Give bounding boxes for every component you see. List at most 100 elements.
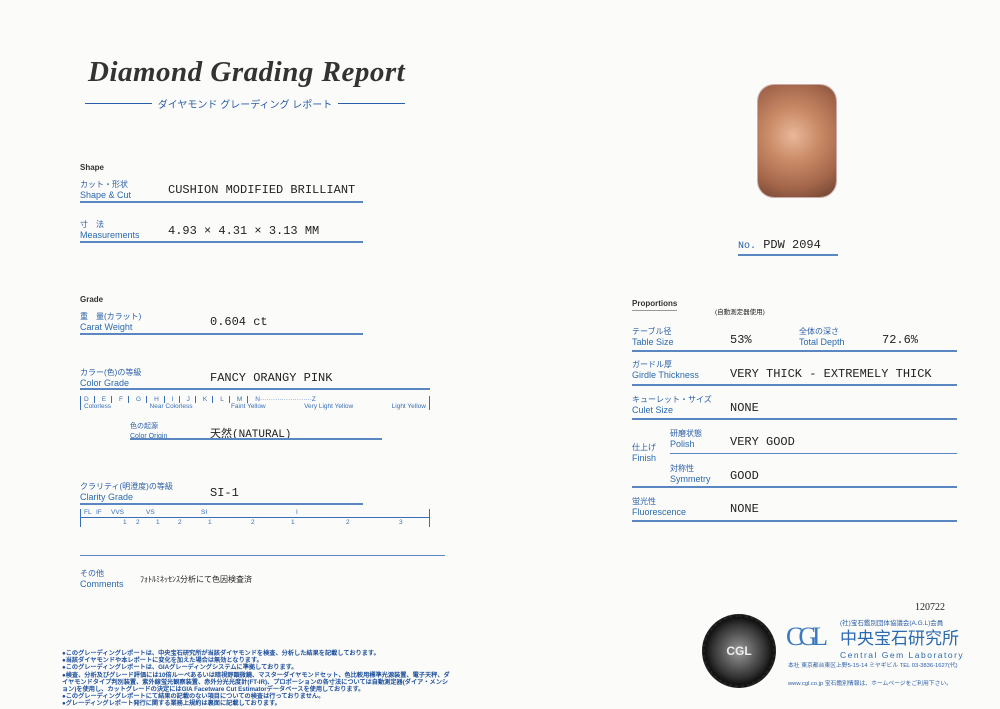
clarity-scale-subgrade: 2 [251, 519, 255, 526]
lab-member: (社)宝石鑑別団体協議会(A.G.L)会員 [840, 620, 944, 627]
table-size-value: 53% [730, 333, 752, 347]
fluorescence-label: 蛍光性 Fluorescence [632, 497, 686, 517]
total-depth-value: 72.6% [882, 333, 919, 347]
girdle-label: ガードル厚 Girdle Thickness [632, 360, 699, 380]
label-en: Symmetry [670, 474, 711, 484]
label-en: Color Origin [130, 433, 168, 440]
label-en: Table Size [632, 337, 674, 347]
color-scale-grade: E [102, 396, 113, 403]
proportions-note: (自動測定器使用) [715, 309, 765, 316]
color-scale-grade: L [220, 396, 230, 403]
clarity-scale-subgrade: 3 [399, 519, 403, 526]
footer-note: ●グレーディングレポート発行に関する業務上規約は裏面に記載しております。 [62, 700, 281, 708]
report-no-label: No. [738, 241, 757, 252]
divider [670, 453, 957, 454]
clarity-scale-subgrade: 1 [123, 519, 127, 526]
label-en: Clarity Grade [80, 492, 134, 502]
label-jp: カット・形状 [80, 180, 128, 189]
table-size-label: テーブル径 Table Size [632, 327, 674, 347]
label-jp: カラー(色)の等級 [80, 368, 142, 377]
label-jp: ガードル厚 [632, 360, 672, 369]
shape-section-label: Shape [80, 163, 105, 172]
carat-value: 0.604 ct [210, 315, 268, 329]
clarity-scale-subgrade: 1 [156, 519, 160, 526]
color-scale-grade: N························Z [255, 396, 316, 403]
color-scale-group: Colorless [84, 403, 112, 410]
color-scale-grade: F [119, 396, 130, 403]
divider [80, 388, 430, 390]
color-scale-grade: J [187, 396, 196, 403]
color-scale-group: Near Colorless [149, 403, 193, 410]
cgl-logo: CGL [786, 622, 828, 651]
color-scale-grade: H [154, 396, 165, 403]
label-en: Finish [632, 453, 657, 463]
proportions-section-label: Proportions [632, 299, 678, 311]
divider [80, 201, 363, 203]
label-jp: 色の起源 [130, 423, 158, 430]
seal-logo: CGL [726, 644, 752, 658]
label-en: Total Depth [799, 337, 845, 347]
polish-label: 研磨状態 Polish [670, 429, 702, 449]
color-scale-grade: I [172, 396, 180, 403]
label-en: Girdle Thickness [632, 370, 699, 380]
clarity-value: SI-1 [210, 486, 239, 500]
label-jp: 重 量(カラット) [80, 312, 142, 321]
label-en: Comments [80, 579, 124, 589]
clarity-scale-grade: IF [96, 509, 102, 516]
footer-note: ●当該ダイヤモンドや本レポートに変化を加えた場合は無効となります。 [62, 657, 263, 665]
label-jp: キューレット・サイズ [632, 395, 712, 404]
footer-note: ●このグレーディングレポートは、GIAグレーディングシステムに準拠しております。 [62, 664, 298, 672]
label-en: Fluorescence [632, 507, 687, 517]
finish-label: 仕上げ Finish [632, 443, 656, 463]
lab-address: 本社 東京都台東区上野5-15-14 ミヤギビル TEL 03-3836-162… [788, 663, 958, 669]
divider [80, 503, 363, 505]
label-jp: テーブル径 [632, 327, 672, 336]
clarity-scale-subgrade: 2 [346, 519, 350, 526]
label-en: Shape & Cut [80, 190, 132, 200]
label-jp: その他 [80, 569, 104, 578]
label-jp: クラリティ(明澄度)の等級 [80, 482, 173, 491]
color-scale-grade: D [84, 396, 95, 403]
symmetry-value: GOOD [730, 469, 759, 483]
measurements-label: 寸 法 Measurements [80, 220, 140, 240]
clarity-scale-grade: VS [146, 509, 155, 516]
divider [130, 438, 382, 440]
report-subtitle: ダイヤモンド グレーディング レポート [85, 96, 405, 111]
total-depth-label: 全体の深さ Total Depth [799, 327, 845, 347]
culet-value: NONE [730, 401, 759, 415]
clarity-scale-grade: I [296, 509, 298, 516]
divider [632, 384, 957, 386]
divider [632, 486, 957, 488]
report-code: 120722 [915, 602, 945, 613]
girdle-value: VERY THICK - EXTREMELY THICK [730, 367, 932, 381]
color-grade-label: カラー(色)の等級 Color Grade [80, 368, 141, 388]
clarity-scale-grade: SI [201, 509, 208, 516]
clarity-label: クラリティ(明澄度)の等級 Clarity Grade [80, 482, 173, 502]
clarity-scale-grade: VVS [111, 509, 125, 516]
label-jp: 対称性 [670, 464, 694, 473]
label-jp: 研磨状態 [670, 429, 702, 438]
clarity-scale-subgrade: 1 [208, 519, 212, 526]
label-en: Color Grade [80, 378, 130, 388]
color-scale-group: Very Light Yellow [304, 403, 354, 410]
label-en: Measurements [80, 230, 140, 240]
divider [80, 241, 363, 243]
color-scale: D E F G H I J K L M N························Z Col… [80, 396, 430, 410]
clarity-scale-subgrade: 2 [136, 519, 140, 526]
lab-name-jp: 中央宝石研究所 [840, 629, 959, 648]
footer-note: ●検査、分析及びグレード評価には10倍ルーペあるいは暗視野顕微鏡、マスターダイヤ… [62, 671, 450, 694]
label-en: Carat Weight [80, 322, 133, 332]
label-jp: 蛍光性 [632, 497, 656, 506]
symmetry-label: 対称性 Symmetry [670, 464, 711, 484]
culet-label: キューレット・サイズ Culet Size [632, 395, 712, 415]
label-jp: 仕上げ [632, 443, 656, 452]
lab-web: www.cgl.co.jp 宝石鑑別情報は、ホームページをご利用下さい。 [788, 681, 952, 687]
label-jp: 寸 法 [80, 220, 104, 229]
footer-note: ●このグレーディングレポートは、中央宝石研究所が当該ダイヤモンドを検査、分析した… [62, 650, 380, 657]
divider [632, 418, 957, 420]
footer-note: ●このグレーディングレポートにて結果の記載のない項目についての検査は行っておりま… [62, 693, 325, 701]
report-number: No. PDW 2094 [738, 238, 838, 256]
label-jp: 全体の深さ [799, 327, 839, 336]
shape-cut-label: カット・形状 Shape & Cut [80, 180, 131, 200]
grade-section-label: Grade [80, 295, 104, 304]
